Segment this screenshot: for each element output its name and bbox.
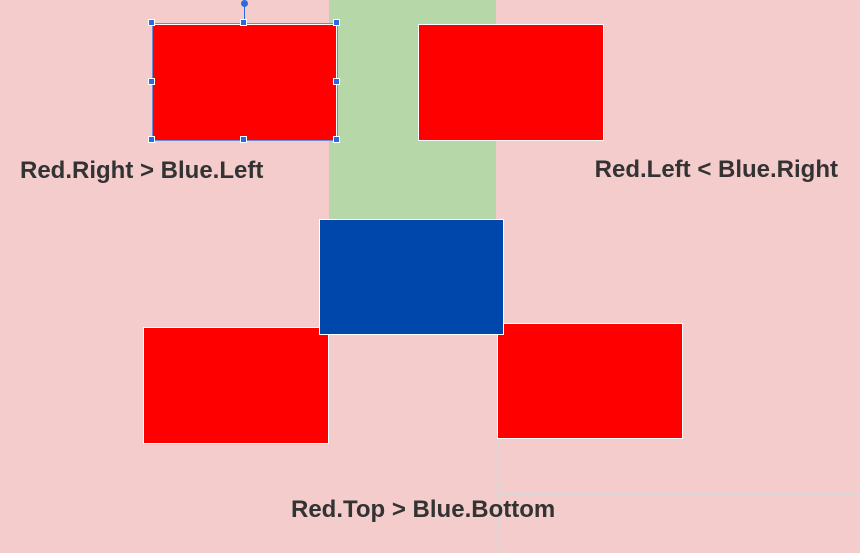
guide-line-vertical <box>498 438 499 553</box>
red-box-bottom-right[interactable] <box>497 323 683 439</box>
resize-handle-bottom-right[interactable] <box>333 136 340 143</box>
blue-box[interactable] <box>319 219 504 335</box>
red-box-top-left[interactable] <box>152 24 337 141</box>
guide-line-left <box>0 377 145 378</box>
resize-handle-bottom-left[interactable] <box>148 136 155 143</box>
label-left-vs-right: Red.Left < Blue.Right <box>594 156 838 183</box>
rotation-handle[interactable] <box>241 0 248 7</box>
resize-handle-top-right[interactable] <box>333 19 340 26</box>
resize-handle-top[interactable] <box>240 19 247 26</box>
guide-line-bottom <box>498 494 860 495</box>
resize-handle-left[interactable] <box>148 78 155 85</box>
resize-handle-top-left[interactable] <box>148 19 155 26</box>
resize-handle-right[interactable] <box>333 78 340 85</box>
rotation-handle-stem <box>244 3 245 23</box>
resize-handle-bottom[interactable] <box>240 136 247 143</box>
selection-frame <box>152 23 338 141</box>
red-box-top-right[interactable] <box>418 24 604 141</box>
label-top-vs-bottom: Red.Top > Blue.Bottom <box>291 496 556 523</box>
label-right-vs-left: Red.Right > Blue.Left <box>20 157 264 184</box>
red-box-bottom-left[interactable] <box>143 327 329 444</box>
